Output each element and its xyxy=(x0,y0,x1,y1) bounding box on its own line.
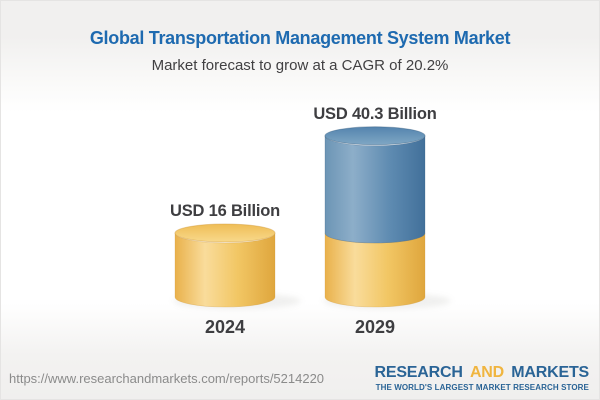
page-title: Global Transportation Management System … xyxy=(89,28,511,48)
report-url[interactable]: https://www.researchandmarkets.com/repor… xyxy=(9,371,325,386)
value-label-0: USD 16 Billion xyxy=(170,202,280,220)
brand-word-markets: MARKETS xyxy=(511,363,589,381)
page-subtitle: Market forecast to grow at a CAGR of 20.… xyxy=(151,57,449,74)
cylinder-layer xyxy=(173,126,451,309)
cylinder-2024-top-cap xyxy=(174,223,276,243)
brand-logo: RESEARCH AND MARKETS THE WORLD'S LARGEST… xyxy=(374,363,590,392)
cylinder-2029-blue-segment xyxy=(324,135,426,244)
value-label-1: USD 40.3 Billion xyxy=(313,104,437,123)
header: Global Transportation Management System … xyxy=(1,1,599,74)
brand-word-and: AND xyxy=(469,363,505,381)
category-label-1: 2029 xyxy=(354,317,396,337)
cylinder-2029-top-cap xyxy=(324,126,426,146)
cylinder-2029-yellow-segment xyxy=(324,232,426,308)
brand-tagline: THE WORLD'S LARGEST MARKET RESEARCH STOR… xyxy=(375,382,589,392)
brand-logo-wordmark: RESEARCH AND MARKETS xyxy=(374,363,590,382)
category-label-0: 2024 xyxy=(204,317,246,337)
brand-word-research: RESEARCH xyxy=(374,363,463,381)
cylinder-2024-yellow-segment xyxy=(174,232,276,308)
